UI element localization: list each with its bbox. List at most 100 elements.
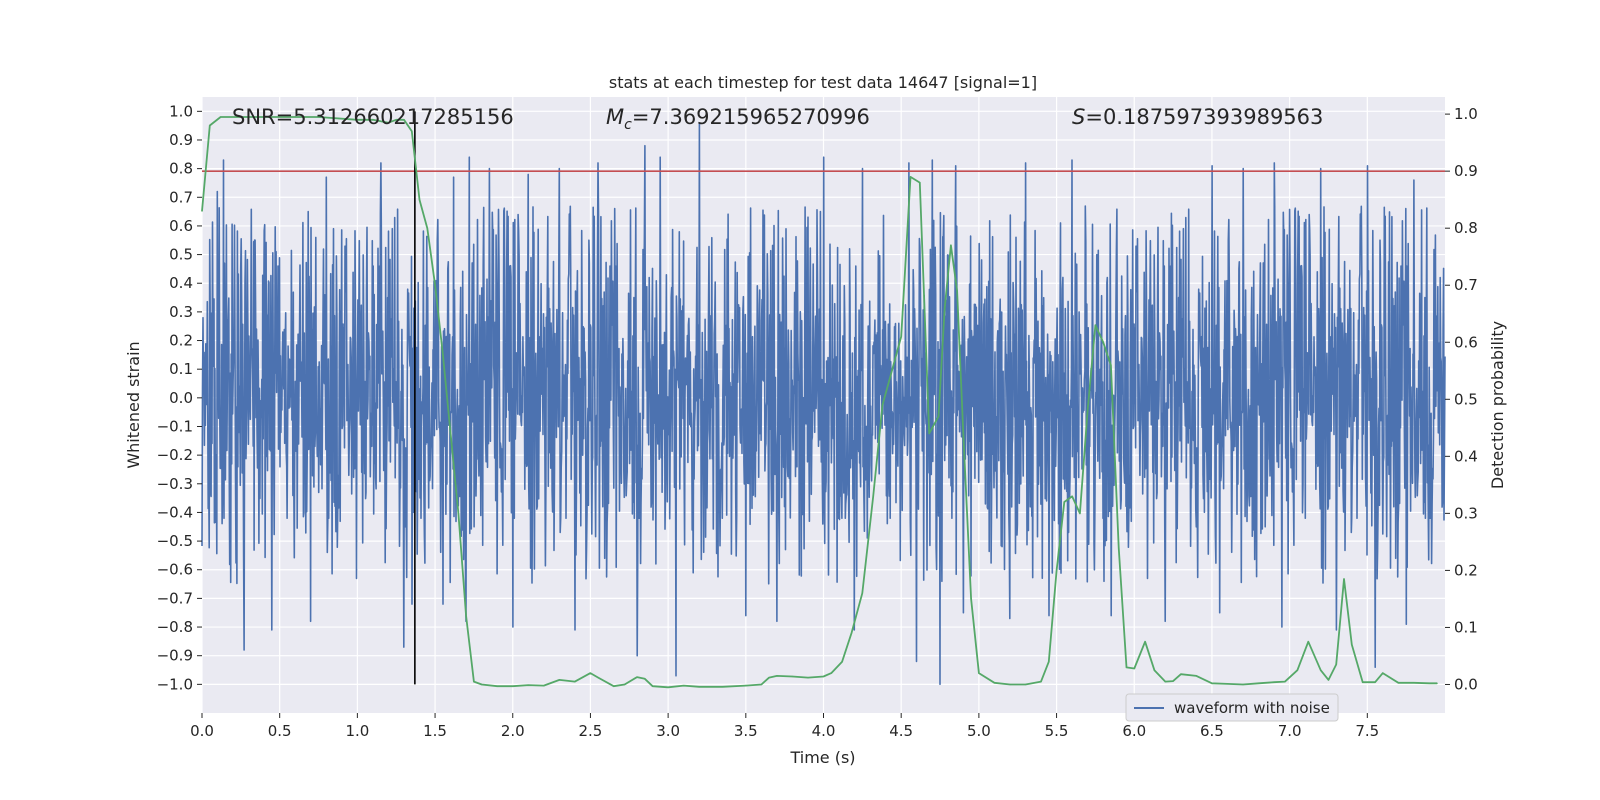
x-tick-label: 5.5 bbox=[1045, 722, 1069, 740]
right-tick-label: 0.3 bbox=[1454, 504, 1478, 522]
detection-probability-point bbox=[434, 284, 436, 286]
detection-probability-point bbox=[1102, 341, 1104, 343]
x-tick-label: 2.5 bbox=[579, 722, 603, 740]
detection-probability-point bbox=[644, 678, 646, 680]
detection-probability-point bbox=[891, 370, 893, 372]
detection-probability-point bbox=[1071, 495, 1073, 497]
detection-probability-point bbox=[558, 679, 561, 681]
detection-probability-point bbox=[937, 415, 940, 417]
detection-probability-point bbox=[1125, 666, 1128, 669]
detection-probability-point bbox=[1040, 681, 1042, 683]
detection-probability-point bbox=[527, 684, 529, 686]
x-tick-label: 5.0 bbox=[967, 722, 991, 740]
detection-probability-point bbox=[240, 116, 242, 118]
left-tick-label: −0.4 bbox=[157, 503, 193, 521]
detection-probability-point bbox=[1284, 681, 1286, 683]
detection-probability-point bbox=[978, 672, 980, 674]
detection-probability-point bbox=[1180, 673, 1182, 675]
detection-probability-point bbox=[1164, 681, 1166, 683]
left-tick-label: 0.6 bbox=[169, 217, 193, 235]
detection-probability-point bbox=[426, 227, 428, 229]
detection-probability-point bbox=[768, 677, 770, 679]
s-value: =0.187597393989563 bbox=[1085, 105, 1323, 129]
detection-probability-point bbox=[574, 681, 576, 683]
detection-probability-point bbox=[956, 290, 958, 292]
detection-probability-point bbox=[1307, 641, 1309, 643]
detection-probability-point bbox=[465, 615, 467, 617]
x-tick-label: 6.0 bbox=[1122, 722, 1146, 740]
right-tick-label: 0.8 bbox=[1454, 219, 1478, 237]
detection-probability-point bbox=[900, 336, 902, 338]
x-axis-ticks: 0.0 0.5 1.0 1.5 2.0 2.5 3.0 3.5 4.0 4.5 5.0 5.5 6.0 6… bbox=[190, 713, 1379, 740]
x-tick-label: 3.5 bbox=[734, 722, 758, 740]
detection-probability-point bbox=[356, 119, 358, 121]
left-tick-label: 0.1 bbox=[169, 360, 193, 378]
detection-probability-point bbox=[450, 432, 452, 435]
detection-probability-point bbox=[683, 685, 685, 687]
waveform-with-noise-series bbox=[201, 122, 1446, 686]
detection-probability-point bbox=[597, 677, 599, 679]
detection-probability-point bbox=[1343, 578, 1345, 580]
detection-probability-point bbox=[698, 686, 700, 688]
left-tick-label: 1.0 bbox=[169, 102, 193, 120]
detection-probability-point bbox=[807, 677, 809, 679]
detection-probability-point bbox=[993, 682, 996, 684]
x-tick-label: 0.5 bbox=[268, 722, 292, 740]
mc-subscript: c bbox=[624, 117, 632, 133]
detection-probability-point bbox=[760, 683, 763, 686]
detection-probability-point bbox=[791, 675, 794, 678]
chart-title: stats at each timestep for test data 146… bbox=[609, 73, 1037, 92]
detection-probability-point bbox=[1257, 682, 1260, 684]
detection-probability-point bbox=[776, 675, 778, 677]
detection-probability-point bbox=[481, 683, 483, 686]
s-symbol: S bbox=[1072, 105, 1085, 129]
detection-probability-point bbox=[1133, 667, 1135, 670]
detection-probability-point bbox=[1351, 644, 1353, 646]
detection-probability-point bbox=[850, 632, 853, 634]
mc-symbol: M bbox=[606, 105, 624, 129]
detection-probability-point bbox=[589, 672, 592, 674]
detection-probability-point bbox=[1211, 682, 1213, 684]
detection-probability-point bbox=[1094, 324, 1096, 326]
left-tick-label: 0.3 bbox=[169, 303, 193, 321]
detection-probability-point bbox=[201, 210, 203, 212]
detection-probability-point bbox=[1110, 364, 1112, 366]
detection-probability-point bbox=[442, 353, 444, 355]
detection-probability-point bbox=[317, 116, 320, 118]
detection-probability-point bbox=[1382, 672, 1384, 674]
legend: waveform with noise bbox=[1125, 693, 1339, 722]
detection-probability-point bbox=[944, 307, 946, 309]
detection-probability-point bbox=[1153, 669, 1155, 671]
detection-probability-point bbox=[1024, 683, 1027, 686]
detection-probability-point bbox=[1296, 669, 1298, 671]
detection-probability-point bbox=[1273, 681, 1275, 683]
detection-probability-point bbox=[1009, 683, 1011, 686]
left-tick-label: 0.0 bbox=[169, 389, 193, 407]
detection-probability-point bbox=[1048, 661, 1050, 663]
left-tick-label: 0.5 bbox=[169, 246, 193, 264]
detection-probability-point bbox=[473, 681, 475, 683]
detection-probability-point bbox=[1436, 682, 1438, 684]
detection-probability-point bbox=[1320, 669, 1322, 671]
detection-probability-point bbox=[1087, 410, 1089, 412]
detection-probability-point bbox=[962, 432, 964, 435]
detection-probability-point bbox=[1242, 683, 1244, 686]
left-tick-label: −0.9 bbox=[157, 647, 193, 665]
left-tick-label: −1.0 bbox=[157, 675, 193, 693]
detection-probability-point bbox=[1079, 512, 1081, 515]
left-tick-label: 0.4 bbox=[169, 274, 193, 292]
left-tick-label: −0.3 bbox=[157, 475, 193, 493]
x-tick-label: 1.0 bbox=[345, 722, 369, 740]
detection-probability-point bbox=[970, 598, 972, 600]
right-tick-label: 0.4 bbox=[1454, 447, 1478, 465]
detection-probability-point bbox=[909, 176, 912, 178]
left-tick-label: 0.9 bbox=[169, 131, 193, 149]
x-tick-label: 1.5 bbox=[423, 722, 447, 740]
left-tick-label: 0.7 bbox=[169, 188, 193, 206]
detection-probability-point bbox=[1335, 663, 1337, 666]
left-y-axis-label: Whitened strain bbox=[124, 341, 143, 468]
detection-probability-point bbox=[209, 124, 211, 127]
detection-probability-point bbox=[881, 404, 884, 406]
detection-probability-point bbox=[543, 685, 545, 687]
